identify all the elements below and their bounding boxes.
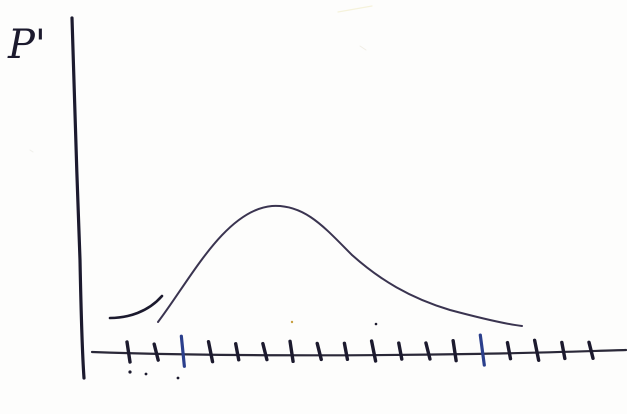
x-axis-tick — [424, 341, 432, 361]
y-axis-label: P' — [7, 22, 46, 68]
x-axis-tick — [315, 341, 323, 362]
x-axis-tick — [587, 340, 595, 361]
x-axis-tick — [261, 341, 269, 362]
x-axis-tick — [152, 342, 160, 362]
ink-dots — [128, 320, 378, 380]
x-axis-tick — [125, 340, 132, 364]
x-axis-tick — [369, 339, 378, 363]
ink-dot — [290, 320, 294, 324]
board-smudges — [29, 5, 373, 153]
x-axis-tick — [206, 339, 215, 364]
x-axis-tick — [288, 339, 295, 364]
x-axis-tick — [342, 341, 350, 362]
x-axis-tick — [397, 341, 404, 361]
x-axis-tick — [234, 342, 241, 362]
curve-start-stroke — [108, 294, 164, 320]
ink-dot — [374, 322, 378, 326]
ink-dot — [128, 370, 132, 374]
x-axis-ticks — [125, 333, 595, 368]
y-axis-line — [70, 16, 86, 380]
x-axis-tick — [560, 340, 567, 361]
x-axis-tick — [532, 338, 541, 363]
x-axis-tick — [451, 338, 458, 363]
x-axis-tick — [505, 340, 513, 361]
x-axis-tick-highlighted — [478, 333, 486, 367]
distribution-curve — [157, 204, 523, 327]
ink-dot — [144, 372, 148, 376]
x-axis-tick-highlighted — [179, 334, 186, 368]
ink-dot — [176, 376, 180, 380]
